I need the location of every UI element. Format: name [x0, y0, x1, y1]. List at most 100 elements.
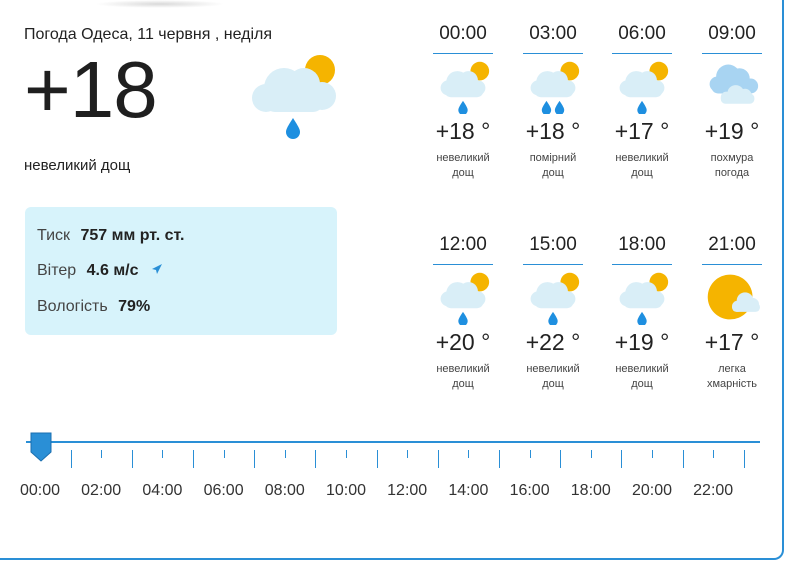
- hour-temperature: +20 °: [435, 329, 491, 355]
- hour-temperature: +17 °: [704, 329, 760, 355]
- hour-time: 00:00: [439, 23, 487, 44]
- hour-underline: [523, 53, 583, 54]
- hour-forecast-1200[interactable]: 12:00 +20 ° невеликий дощ: [423, 234, 503, 392]
- pressure-label: Тиск: [37, 227, 71, 244]
- hour-description-line2: дощ: [542, 378, 564, 390]
- hour-description-line1: похмура: [710, 152, 754, 164]
- cloud-sun-rain-icon: [440, 61, 490, 114]
- timeline-tick: [560, 450, 562, 468]
- hour-underline: [433, 53, 493, 54]
- hour-time: 15:00: [529, 234, 577, 255]
- timeline-label[interactable]: 22:00: [693, 482, 734, 499]
- timeline-track[interactable]: [26, 441, 760, 443]
- wind-value: 4.6 м/с: [86, 262, 139, 279]
- hour-description: невеликий дощ: [423, 362, 503, 392]
- timeline-label[interactable]: 04:00: [142, 482, 183, 499]
- hour-temperature: +18 °: [435, 118, 491, 144]
- timeline-tick: [162, 450, 164, 458]
- hour-underline: [612, 264, 672, 265]
- top-shadow: [95, 0, 225, 8]
- timeline-tick: [284, 450, 286, 458]
- hour-description: помірний дощ: [513, 151, 593, 181]
- hour-description-line1: невеликий: [526, 363, 580, 375]
- hour-underline: [612, 53, 672, 54]
- hour-forecast-1500[interactable]: 15:00 +22 ° невеликий дощ: [513, 234, 593, 392]
- timeline-tick: [101, 450, 103, 458]
- hour-time: 06:00: [618, 23, 666, 44]
- overcast-icon: [709, 64, 759, 104]
- timeline-label[interactable]: 16:00: [509, 482, 550, 499]
- humidity-label: Вологість: [37, 298, 108, 315]
- hour-description-line1: невеликий: [615, 363, 669, 375]
- sun-small-cloud-icon: [707, 274, 760, 320]
- humidity-value: 79%: [118, 298, 151, 315]
- hour-temperature: +18 °: [525, 118, 581, 144]
- hour-temperature: +19 °: [614, 329, 670, 355]
- timeline-tick: [590, 450, 592, 458]
- cloud-sun-rain-icon: [619, 272, 669, 325]
- timeline-label[interactable]: 14:00: [448, 482, 489, 499]
- timeline-label[interactable]: 12:00: [387, 482, 428, 499]
- hour-description-line1: невеликий: [436, 152, 490, 164]
- current-description: невеликий дощ: [24, 157, 131, 174]
- hour-temperature: +22 °: [525, 329, 581, 355]
- hour-forecast-0600[interactable]: 06:00 +17 ° невеликий дощ: [602, 23, 682, 181]
- hour-description-line1: невеликий: [615, 152, 669, 164]
- hour-description-line2: дощ: [452, 167, 474, 179]
- timeline-tick: [621, 450, 623, 468]
- hour-underline: [702, 264, 762, 265]
- hour-time: 21:00: [708, 234, 756, 255]
- timeline-label[interactable]: 06:00: [203, 482, 244, 499]
- timeline-tick: [743, 450, 745, 468]
- hour-time: 09:00: [708, 23, 756, 44]
- hour-description: невеликий дощ: [513, 362, 593, 392]
- hour-underline: [702, 53, 762, 54]
- hour-description-line2: дощ: [631, 167, 653, 179]
- hour-description-line2: дощ: [542, 167, 564, 179]
- hour-underline: [433, 264, 493, 265]
- cloud-sun-rain-icon: [440, 272, 490, 325]
- timeline-tick: [652, 450, 653, 458]
- timeline-tick: [499, 450, 500, 468]
- hour-forecast-1800[interactable]: 18:00 +19 ° невеликий дощ: [602, 234, 682, 392]
- hour-time: 12:00: [439, 234, 487, 255]
- hour-description-line2: погода: [714, 167, 750, 179]
- timeline-label[interactable]: 02:00: [81, 482, 122, 499]
- hour-description-line2: дощ: [452, 378, 474, 390]
- timeline-tick: [223, 450, 225, 458]
- timeline-tick: [713, 450, 715, 458]
- hour-forecast-0000[interactable]: 00:00 +18 ° невеликий дощ: [423, 23, 503, 181]
- timeline-label[interactable]: 18:00: [570, 482, 611, 499]
- hour-description-line2: хмарність: [706, 378, 758, 390]
- hour-description: невеликий дощ: [602, 151, 682, 181]
- wind-label: Вітер: [37, 262, 77, 279]
- hour-temperature: +17 °: [614, 118, 670, 144]
- hour-description: похмура погода: [692, 151, 772, 181]
- hour-description-line1: помірний: [529, 152, 577, 164]
- page-title: Погода Одеса, 11 червня , неділя: [24, 26, 273, 43]
- timeline-label[interactable]: 10:00: [325, 482, 367, 499]
- pressure-row: Тиск 757 мм рт. ст.: [37, 227, 184, 245]
- cloud-sun-rain-icon: [252, 55, 336, 139]
- hour-description: невеликий дощ: [423, 151, 503, 181]
- hour-forecast-0900[interactable]: 09:00 +19 ° похмура погода: [692, 23, 772, 181]
- hour-description-line1: легка: [718, 363, 746, 375]
- timeline-tick: [437, 450, 439, 468]
- hour-description: легка хмарність: [692, 362, 772, 392]
- timeline-tick: [346, 450, 347, 458]
- timeline-tick: [376, 450, 378, 468]
- timeline-label[interactable]: 00:00: [19, 482, 61, 499]
- cloud-sun-rain-icon: [530, 272, 580, 325]
- timeline-tick: [193, 450, 194, 468]
- hour-time: 18:00: [618, 234, 666, 255]
- current-temperature: +18: [24, 45, 158, 134]
- timeline-tick: [529, 450, 531, 458]
- hour-forecast-2100[interactable]: 21:00 +17 ° легка хмарність: [692, 234, 772, 392]
- timeline-label[interactable]: 20:00: [631, 482, 673, 499]
- timeline-handle[interactable]: [30, 432, 52, 462]
- hour-forecast-0300[interactable]: 03:00 +18 ° помірний дощ: [513, 23, 593, 181]
- hour-description: невеликий дощ: [602, 362, 682, 392]
- cloud-sun-rain-icon: [619, 61, 669, 114]
- timeline-label[interactable]: 08:00: [264, 482, 305, 499]
